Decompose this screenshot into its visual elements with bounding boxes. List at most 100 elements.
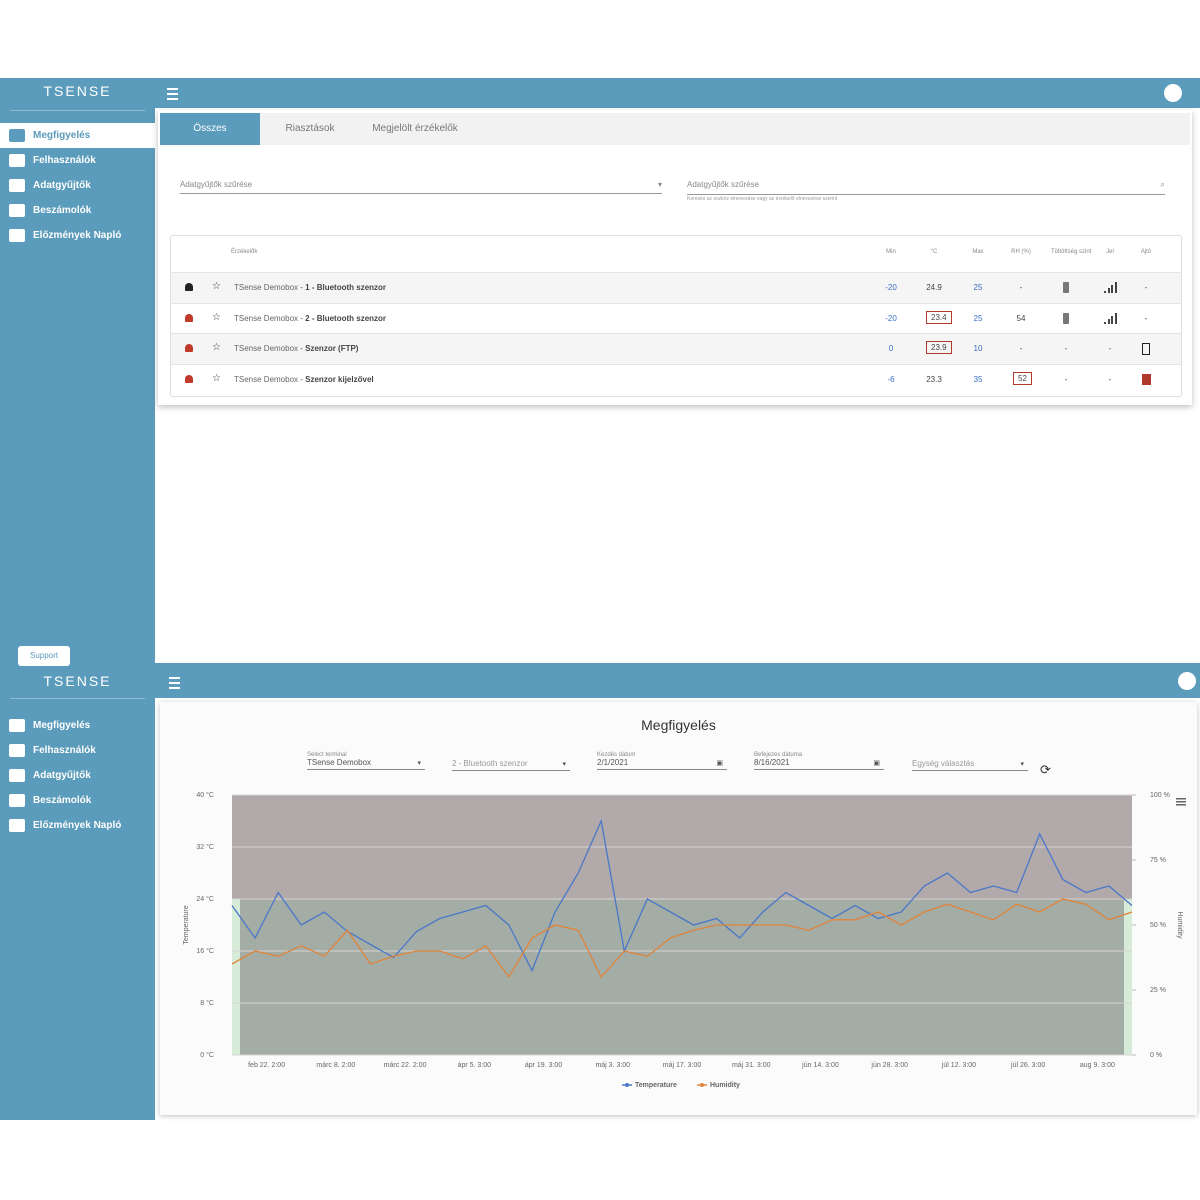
filter-select[interactable]: Adatgyűjtők szűrése ▾	[180, 180, 662, 194]
nav-icon	[9, 129, 25, 142]
form-field[interactable]: Befejezés dátuma 8/16/2021 ▣	[754, 752, 884, 770]
tab[interactable]: Megjelölt érzékelők	[372, 123, 458, 134]
field-label: Befejezés dátuma	[754, 752, 803, 758]
sidebar	[0, 78, 155, 1120]
column-header: °C	[930, 249, 938, 255]
form-field[interactable]: Select terminal TSense Demobox ▾	[307, 752, 425, 770]
min-value: -20	[885, 313, 897, 323]
tab[interactable]: Riasztások	[285, 123, 335, 134]
star-button: ☆	[212, 342, 221, 353]
sensor-label: Szenzor kijelzővel	[305, 374, 374, 384]
device-name: TSense Demobox	[234, 313, 299, 323]
nav-item[interactable]: Előzmények Napló	[0, 223, 155, 248]
nav-item[interactable]: Előzmények Napló	[0, 813, 155, 838]
device-name: TSense Demobox	[234, 344, 299, 353]
sensor-name: TSense Demobox - 1 - Bluetooth szenzor	[234, 283, 387, 292]
y-tick-label: 32 °C	[196, 843, 214, 851]
x-tick-label: máj 3. 3:00	[595, 1062, 630, 1069]
nav-icon	[9, 179, 25, 192]
sensor-label: 2 - Bluetooth szenzor	[305, 313, 387, 323]
chart: 0 °C 8 °C 16 °C 24 °C 32 °C 40 °C 0 % 25 % 50 % 7…	[183, 791, 1186, 1089]
series-line	[231, 898, 1133, 979]
legend-item: Humidity	[697, 1082, 740, 1089]
form-field[interactable]: 2 - Bluetooth szenzor ▾	[452, 752, 570, 771]
alarm-icon	[185, 374, 195, 385]
max-value: 25	[973, 283, 983, 292]
rh-value: 52	[1013, 371, 1032, 385]
door-icon	[1142, 343, 1150, 355]
table-row: ☆ TSense Demobox - Szenzor (FTP) 0 23.9 10 - -…	[171, 333, 1181, 364]
filter-select-text: Adatgyűjtők szűrése	[180, 180, 253, 189]
x-tick-label: aug 9. 3:00	[1080, 1062, 1115, 1069]
refresh-button[interactable]: ⟳	[1040, 762, 1051, 777]
sensor-name: TSense Demobox - Szenzor kijelzővel	[234, 374, 374, 384]
star-button: ☆	[212, 372, 221, 384]
nav-label: Megfigyelés	[33, 720, 91, 731]
tab[interactable]: Összes	[160, 113, 260, 145]
nav-item[interactable]: Megfigyelés	[0, 123, 155, 148]
door-icon	[1142, 373, 1151, 385]
header	[155, 663, 1200, 698]
column-header: Ajtó	[1140, 249, 1152, 255]
x-tick-label: máj 17. 3:00	[663, 1062, 702, 1069]
nav-item[interactable]: Adatgyűjtők	[0, 173, 155, 198]
form-field[interactable]: Kezdés dátum 2/1/2021 ▣	[597, 752, 727, 770]
table-row: ☆ TSense Demobox - 2 - Bluetooth szenzor -…	[171, 302, 1181, 334]
x-tick-label: feb 22. 2:00	[248, 1062, 285, 1069]
y-tick-label: 40 °C	[196, 791, 214, 799]
temp-value: 24.9	[926, 283, 942, 292]
y-axis-title: Temperature	[183, 905, 190, 944]
legend-marker	[700, 1083, 704, 1087]
header	[155, 78, 1200, 108]
nav-label: Felhasználók	[33, 745, 96, 756]
max-value: 35	[973, 374, 983, 384]
min-value: -6	[887, 374, 895, 384]
signal-icon	[1104, 312, 1118, 324]
history-title: Megfigyelés	[641, 717, 716, 733]
menu-button[interactable]	[169, 677, 180, 689]
rh-value: -	[1019, 283, 1023, 292]
menu-button[interactable]	[167, 88, 178, 100]
y2-tick-label: 50 %	[1150, 922, 1166, 929]
ok-range-edge	[1124, 899, 1132, 1055]
nav-icon	[9, 744, 25, 757]
y-tick-label: 16 °C	[196, 947, 214, 955]
nav-icon	[9, 719, 25, 732]
nav-item[interactable]: Beszámolók	[0, 198, 155, 223]
sensor-name: TSense Demobox - Szenzor (FTP)	[234, 344, 359, 353]
nav-item[interactable]: Megfigyelés	[0, 713, 155, 738]
temp-value: 23.4	[926, 310, 952, 324]
y2-tick-label: 25 %	[1150, 987, 1166, 994]
x-tick-label: márc 22. 2:00	[384, 1062, 427, 1069]
account-button[interactable]	[1178, 672, 1196, 690]
account-button[interactable]	[1164, 84, 1182, 102]
nav-item[interactable]: Beszámolók	[0, 788, 155, 813]
nav-icon	[9, 229, 25, 242]
nav-item[interactable]: Adatgyűjtők	[0, 763, 155, 788]
min-value: 0	[888, 344, 894, 353]
y-tick-label: 0 °C	[200, 1051, 214, 1059]
column-header: Min	[886, 249, 896, 255]
chart-menu[interactable]	[1176, 798, 1186, 806]
device-name: TSense Demobox	[234, 374, 299, 384]
x-tick-label: márc 8. 2:00	[316, 1062, 355, 1069]
temp-value: 23.3	[926, 374, 942, 384]
max-value: 25	[973, 313, 983, 323]
table-row: ☆ TSense Demobox - 1 - Bluetooth szenzor -…	[171, 272, 1181, 303]
y-tick-label: 8 °C	[200, 999, 214, 1007]
table-row: ☆ TSense Demobox - Szenzor kijelzővel -6 23…	[171, 363, 1181, 395]
alarm-icon	[185, 344, 195, 354]
battery-icon	[1063, 282, 1069, 293]
nav-label: Adatgyűjtők	[33, 180, 91, 191]
field-value: 8/16/2021	[754, 758, 884, 770]
door-value: -	[1144, 283, 1148, 292]
support-button[interactable]: Support	[18, 646, 70, 666]
nav-item[interactable]: Felhasználók	[0, 148, 155, 173]
tabs: Összes Riasztások Megjelölt érzékelők	[160, 113, 470, 145]
field-value: 2 - Bluetooth szenzor	[452, 759, 570, 771]
nav-item[interactable]: Felhasználók	[0, 738, 155, 763]
search-input[interactable]: Adatgyűjtők szűrése ⌕	[687, 180, 1165, 195]
nav-label: Megfigyelés	[33, 130, 91, 141]
rh-value: 54	[1016, 313, 1026, 323]
form-field[interactable]: Egység választás ▾	[912, 752, 1028, 771]
